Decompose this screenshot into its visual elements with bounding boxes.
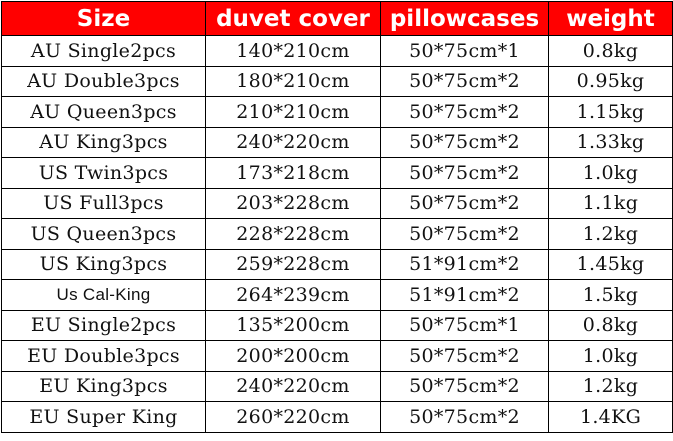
weight-cell: 1.0kg [548,157,673,189]
table-row: US Queen3pcs 228*228cm 50*75cm*2 1.2kg [1,218,673,250]
header-duvet-cover: duvet cover [205,1,381,36]
duvet-cover-cell: 260*220cm [205,401,381,433]
duvet-cover-cell: 180*210cm [205,65,381,97]
duvet-cover-cell: 210*210cm [205,96,381,128]
weight-cell: 1.1kg [548,187,673,219]
size-cell: EU Single2pcs [1,309,206,341]
weight-cell: 0.95kg [548,65,673,97]
pillowcases-cell: 51*91cm*2 [380,279,549,311]
size-cell: EU Super King [1,401,206,433]
table-row: EU Double3pcs 200*200cm 50*75cm*2 1.0kg [1,340,673,372]
pillowcases-cell: 50*75cm*2 [380,126,549,158]
weight-cell: 1.15kg [548,96,673,128]
header-row: Size duvet cover pillowcases weight [1,1,673,36]
header-size: Size [1,1,206,36]
weight-cell: 1.4KG [548,401,673,433]
table-row: EU Super King 260*220cm 50*75cm*2 1.4KG [1,401,673,433]
weight-cell: 1.5kg [548,279,673,311]
weight-cell: 1.33kg [548,126,673,158]
pillowcases-cell: 50*75cm*1 [380,35,549,67]
table-row: US Twin3pcs 173*218cm 50*75cm*2 1.0kg [1,157,673,189]
duvet-cover-cell: 240*220cm [205,126,381,158]
table-row: AU Single2pcs 140*210cm 50*75cm*1 0.8kg [1,35,673,67]
size-chart-table: Size duvet cover pillowcases weight AU S… [1,1,673,433]
weight-cell: 1.2kg [548,370,673,402]
duvet-cover-cell: 140*210cm [205,35,381,67]
table-row: US Full3pcs 203*228cm 50*75cm*2 1.1kg [1,187,673,219]
size-cell: AU King3pcs [1,126,206,158]
header-pillowcases: pillowcases [380,1,549,36]
pillowcases-cell: 50*75cm*2 [380,218,549,250]
pillowcases-cell: 50*75cm*2 [380,401,549,433]
duvet-cover-cell: 228*228cm [205,218,381,250]
size-cell: US Queen3pcs [1,218,206,250]
table-row: AU Double3pcs 180*210cm 50*75cm*2 0.95kg [1,65,673,97]
duvet-cover-cell: 173*218cm [205,157,381,189]
table-row: AU King3pcs 240*220cm 50*75cm*2 1.33kg [1,126,673,158]
size-cell: AU Queen3pcs [1,96,206,128]
table-row: EU Single2pcs 135*200cm 50*75cm*1 0.8kg [1,309,673,341]
pillowcases-cell: 50*75cm*2 [380,340,549,372]
pillowcases-cell: 50*75cm*2 [380,65,549,97]
size-cell: EU Double3pcs [1,340,206,372]
size-cell: US King3pcs [1,248,206,280]
duvet-cover-cell: 259*228cm [205,248,381,280]
pillowcases-cell: 50*75cm*2 [380,370,549,402]
duvet-cover-cell: 240*220cm [205,370,381,402]
size-cell: US Twin3pcs [1,157,206,189]
pillowcases-cell: 50*75cm*2 [380,157,549,189]
weight-cell: 1.2kg [548,218,673,250]
size-cell: AU Single2pcs [1,35,206,67]
pillowcases-cell: 50*75cm*1 [380,309,549,341]
weight-cell: 0.8kg [548,35,673,67]
duvet-cover-cell: 135*200cm [205,309,381,341]
weight-cell: 1.45kg [548,248,673,280]
pillowcases-cell: 50*75cm*2 [380,187,549,219]
weight-cell: 0.8kg [548,309,673,341]
table-row: US King3pcs 259*228cm 51*91cm*2 1.45kg [1,248,673,280]
size-cell: EU King3pcs [1,370,206,402]
table-row: EU King3pcs 240*220cm 50*75cm*2 1.2kg [1,370,673,402]
table-row: Us Cal-King 264*239cm 51*91cm*2 1.5kg [1,279,673,311]
duvet-cover-cell: 203*228cm [205,187,381,219]
pillowcases-cell: 50*75cm*2 [380,96,549,128]
size-cell: Us Cal-King [1,279,206,311]
pillowcases-cell: 51*91cm*2 [380,248,549,280]
size-cell: US Full3pcs [1,187,206,219]
weight-cell: 1.0kg [548,340,673,372]
header-weight: weight [548,1,673,36]
duvet-cover-cell: 200*200cm [205,340,381,372]
duvet-cover-cell: 264*239cm [205,279,381,311]
table-row: AU Queen3pcs 210*210cm 50*75cm*2 1.15kg [1,96,673,128]
size-cell: AU Double3pcs [1,65,206,97]
